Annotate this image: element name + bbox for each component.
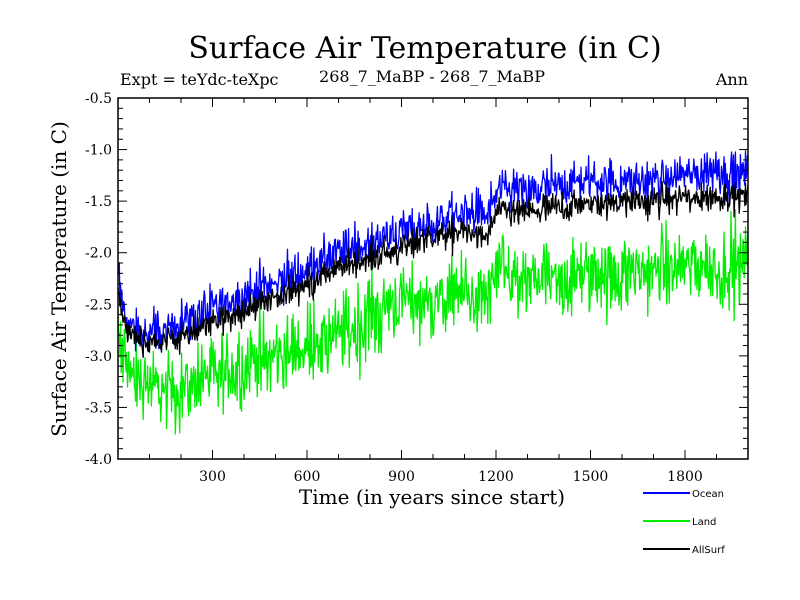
x-tick-label: 900 [388,469,415,485]
y-tick-label: -1.0 [85,143,112,159]
run-label: 268_7_MaBP - 268_7_MaBP [319,67,545,86]
x-tick-label: 300 [199,469,226,485]
series-layer [117,150,749,435]
y-tick-label: -2.5 [85,297,112,313]
y-axis-label: Surface Air Temperature (in C) [47,121,71,437]
x-tick-label: 600 [294,469,321,485]
series-line-ocean [117,150,749,353]
x-axis-label: Time (in years since start) [299,485,565,509]
series-line-land [117,209,749,435]
legend-label-ocean: Ocean [692,489,724,500]
series-line-allsurf [117,180,749,359]
y-tick-label: -2.0 [85,246,112,262]
plot-frame [117,97,749,460]
experiment-label: Expt = teYdc-teXpc [120,70,279,89]
legend-label-land: Land [692,517,716,528]
legend: Ocean Land AllSurf [643,489,725,556]
x-tick-label: 1800 [667,469,703,485]
ticks-layer: 300 600 900 1200 1500 1800 -4.0 -3.5 -3.0 -2.5 -2.… [85,91,749,485]
x-tick-label: 1200 [478,469,514,485]
y-tick-label: -4.0 [85,452,112,468]
y-tick-label: -3.5 [85,400,112,416]
x-tick-label: 1500 [573,469,609,485]
legend-label-allsurf: AllSurf [692,545,725,556]
y-tick-label: -0.5 [85,91,112,107]
period-label: Ann [715,70,748,89]
y-tick-label: -1.5 [85,194,112,210]
y-tick-label: -3.0 [85,349,112,365]
chart-title: Surface Air Temperature (in C) [188,31,661,66]
